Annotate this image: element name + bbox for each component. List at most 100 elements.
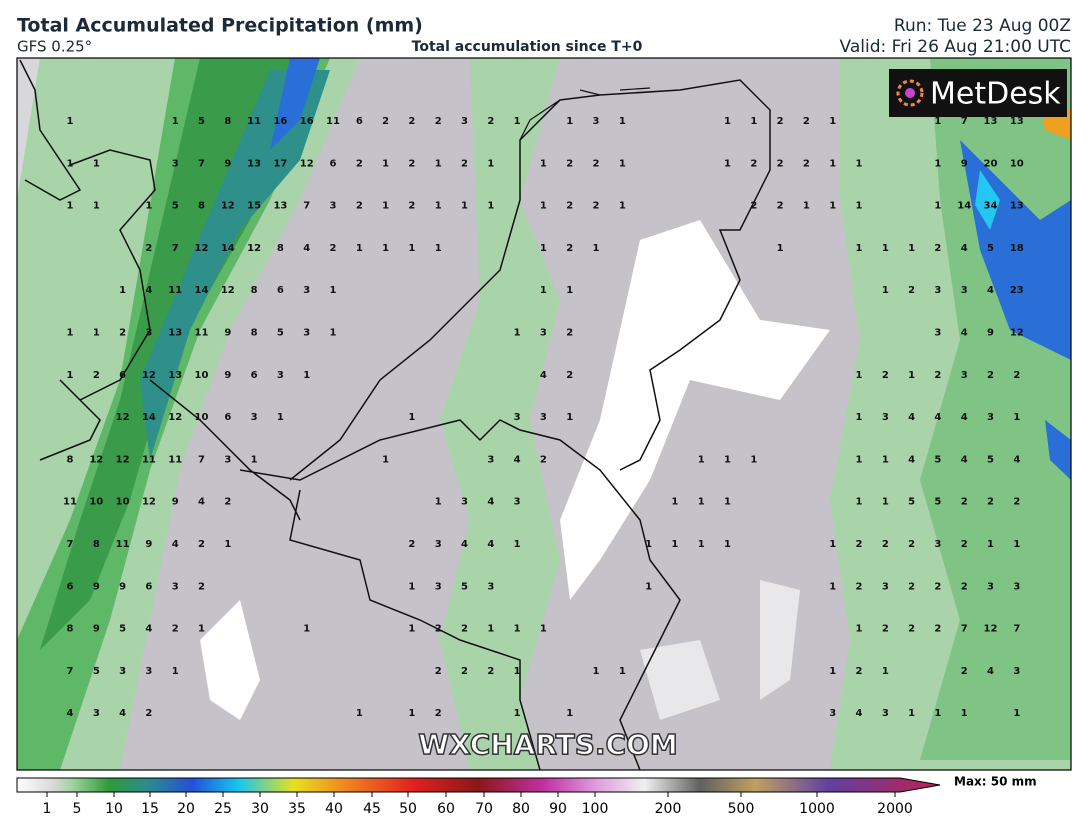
grid-value: 1: [566, 708, 573, 719]
grid-value: 3: [172, 158, 179, 169]
grid-value: 11: [116, 539, 130, 550]
grid-value: 5: [934, 454, 941, 465]
grid-value: 14: [221, 243, 235, 254]
grid-value: 1: [145, 201, 152, 212]
grid-value: 2: [487, 666, 494, 677]
grid-value: 9: [224, 370, 231, 381]
grid-value: 12: [247, 243, 261, 254]
grid-value: 1: [1013, 412, 1020, 423]
grid-value: 1: [251, 454, 258, 465]
grid-value: 1: [461, 201, 468, 212]
grid-value: 1: [382, 158, 389, 169]
map-frame: [16, 57, 1072, 771]
grid-value: 1: [934, 158, 941, 169]
grid-value: 1: [934, 116, 941, 127]
grid-value: 9: [93, 581, 100, 592]
grid-value: 6: [224, 412, 231, 423]
grid-value: 1: [435, 158, 442, 169]
grid-value: 1: [698, 454, 705, 465]
grid-value: 3: [882, 581, 889, 592]
grid-value: 1: [856, 370, 863, 381]
grid-value: 2: [856, 666, 863, 677]
grid-value: 3: [934, 328, 941, 339]
grid-value: 2: [566, 201, 573, 212]
grid-value: 1: [671, 497, 678, 508]
grid-value: 7: [172, 243, 179, 254]
grid-value: 8: [251, 285, 258, 296]
grid-value: 14: [195, 285, 209, 296]
grid-value: 7: [961, 116, 968, 127]
grid-value: 1: [514, 624, 521, 635]
colorbar-max: Max: 50 mm: [954, 775, 1037, 789]
grid-value: 2: [435, 116, 442, 127]
grid-value: 1: [698, 497, 705, 508]
grid-value: 5: [908, 497, 915, 508]
colorbar-tick-label: 200: [655, 801, 682, 817]
grid-value: 1: [908, 708, 915, 719]
grid-value: 1: [67, 201, 74, 212]
grid-value: 14: [142, 412, 156, 423]
grid-value: 1: [435, 201, 442, 212]
grid-value: 12: [984, 624, 998, 635]
grid-value: 6: [67, 581, 74, 592]
grid-value: 4: [961, 243, 968, 254]
grid-value: 2: [330, 243, 337, 254]
grid-value: 2: [882, 624, 889, 635]
grid-value: 10: [195, 370, 209, 381]
grid-value: 2: [408, 158, 415, 169]
grid-value: 4: [487, 539, 494, 550]
grid-value: 1: [356, 243, 363, 254]
grid-value: 1: [856, 158, 863, 169]
grid-value: 1: [619, 116, 626, 127]
grid-value: 9: [224, 158, 231, 169]
grid-value: 1: [303, 624, 310, 635]
grid-value: 8: [67, 624, 74, 635]
grid-value: 1: [750, 454, 757, 465]
colorbar-tick-label: 30: [251, 801, 269, 817]
grid-value: 1: [698, 539, 705, 550]
grid-value: 1: [435, 497, 442, 508]
grid-value: 11: [63, 497, 77, 508]
colorbar-tick-label: 5: [73, 801, 82, 817]
grid-value: 1: [724, 497, 731, 508]
grid-value: 2: [908, 581, 915, 592]
grid-value: 3: [514, 412, 521, 423]
grid-value: 2: [435, 624, 442, 635]
grid-value: 1: [408, 412, 415, 423]
grid-value: 1: [198, 624, 205, 635]
grid-value: 6: [330, 158, 337, 169]
grid-value: 3: [987, 412, 994, 423]
grid-value: 1: [382, 201, 389, 212]
grid-value: 12: [142, 370, 156, 381]
grid-value: 4: [487, 497, 494, 508]
grid-value: 11: [247, 116, 261, 127]
grid-value: 5: [987, 243, 994, 254]
grid-value: 12: [195, 243, 209, 254]
logo-box: [889, 69, 1067, 117]
grid-value: 1: [856, 454, 863, 465]
grid-value: 3: [934, 539, 941, 550]
grid-value: 1: [593, 243, 600, 254]
watermark: WXCHARTS.COM: [418, 728, 678, 761]
grid-value: 13: [247, 158, 261, 169]
grid-value: 1: [803, 201, 810, 212]
grid-value: 1: [724, 116, 731, 127]
grid-value: 3: [961, 285, 968, 296]
grid-value: 2: [356, 158, 363, 169]
grid-value: 1: [382, 243, 389, 254]
grid-value: 1: [277, 412, 284, 423]
grid-value: 1: [356, 708, 363, 719]
grid-value: 2: [198, 581, 205, 592]
grid-value: 3: [119, 666, 126, 677]
grid-value: 2: [145, 243, 152, 254]
grid-value: 1: [908, 370, 915, 381]
grid-value: 11: [168, 454, 182, 465]
grid-value: 7: [961, 624, 968, 635]
grid-value: 1: [514, 539, 521, 550]
grid-value: 1: [882, 666, 889, 677]
grid-value: 1: [856, 497, 863, 508]
grid-value: 1: [514, 328, 521, 339]
grid-value: 2: [934, 243, 941, 254]
grid-value: 3: [277, 370, 284, 381]
grid-value: 23: [1010, 285, 1024, 296]
